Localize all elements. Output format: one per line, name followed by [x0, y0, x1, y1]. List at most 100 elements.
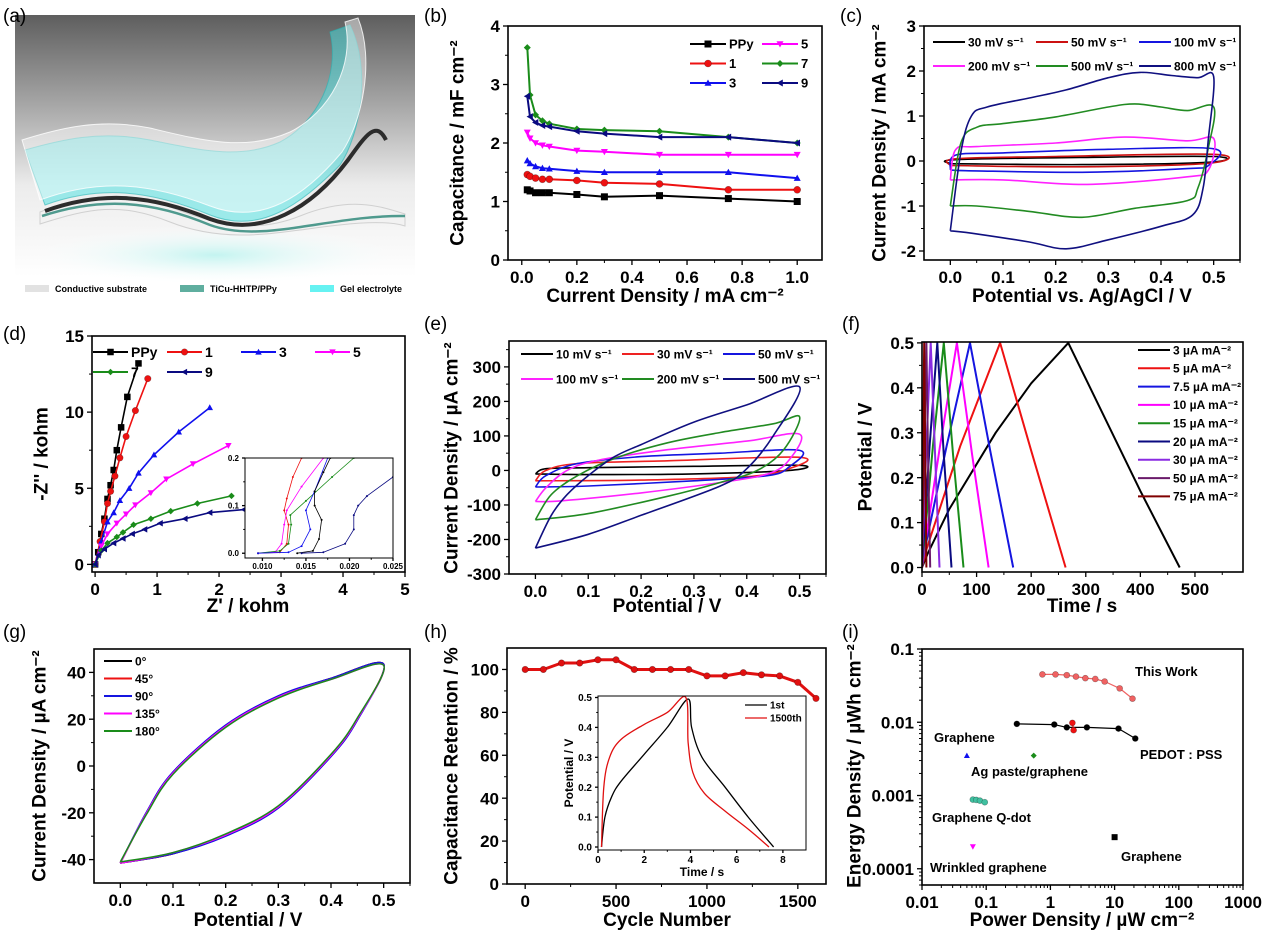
x-axis-label: Time / s [1047, 596, 1117, 617]
y-tick-label: 0.0 [890, 559, 914, 578]
x-tick-label: 2 [214, 580, 223, 599]
x-tick-label: 0.0 [510, 268, 534, 287]
legend-label: 9 [801, 76, 808, 91]
x-tick-label: 0 [595, 855, 601, 866]
series-line [119, 663, 385, 864]
data-point [206, 404, 214, 411]
y-tick-label: 0.3 [578, 753, 592, 764]
data-point [311, 549, 314, 552]
x-tick-label: 1000 [688, 892, 726, 911]
legend-marker [255, 348, 262, 355]
y-tick-label: 0.2 [890, 469, 914, 488]
y-axis-label: Potential / V [856, 402, 877, 511]
data-point [757, 671, 766, 679]
series-line [258, 458, 355, 554]
data-point [104, 495, 111, 503]
data-point [557, 659, 566, 667]
data-point [322, 551, 325, 554]
data-point [304, 509, 307, 512]
x-tick-label: 0.1 [576, 582, 600, 601]
legend-item: 7 [93, 364, 139, 380]
legend-label: 9 [205, 364, 213, 380]
panel-label: (a) [3, 6, 26, 27]
series-line [1016, 723, 1136, 740]
series-line [94, 378, 149, 565]
legend-label: 100 mV s⁻¹ [1174, 35, 1236, 49]
legend-swatch [180, 285, 204, 292]
legend-label: 15 µA mA⁻² [1173, 417, 1238, 431]
data-point [92, 561, 98, 568]
legend-item: 5 [315, 344, 361, 360]
legend-label: 1st [770, 701, 785, 712]
data-point [1050, 721, 1058, 728]
series-line [534, 448, 805, 488]
panel-label: (b) [424, 6, 447, 27]
y-axis-label: Current Density / µA cm⁻² [442, 342, 463, 573]
data-point [296, 552, 299, 555]
y-tick-label: -2 [901, 242, 916, 261]
conductive-substrate-top-layer [21, 17, 367, 213]
legend-label: PPy [729, 37, 754, 52]
data-point [573, 147, 581, 155]
legend-swatch [310, 285, 334, 292]
legend-label: 5 [353, 344, 361, 360]
y-tick-label: 200 [473, 393, 501, 412]
data-point [655, 127, 663, 135]
data-point [724, 195, 732, 203]
legend-item: 3 µA mA⁻² [1138, 343, 1231, 357]
data-point [532, 189, 540, 197]
data-point [794, 678, 802, 686]
series-line [258, 458, 302, 554]
chart-panel-g: (g) 0.0 0.1 0.2 0.3 0.4 0.5 -40 -20 0 20 40 Potentia… [3, 622, 411, 931]
data-point [257, 552, 260, 555]
data-point [110, 539, 117, 547]
legend-marker [181, 368, 188, 376]
data-point [538, 189, 546, 197]
data-point [365, 495, 368, 498]
legend-item: 20 µA mA⁻² [1138, 435, 1238, 449]
legend-item: 100 mV s⁻¹ [521, 372, 618, 386]
legend: PPy 1 3 5 7 9 [93, 344, 361, 380]
legend-label: 1 [729, 56, 736, 71]
legend-item: 7.5 µA mA⁻² [1138, 380, 1241, 394]
data-point [300, 485, 303, 488]
x-tick-label: 1.0 [785, 268, 809, 287]
y-axis-label: Capacitance Retention / % [442, 647, 463, 885]
x-axis-label: Time / s [680, 865, 725, 879]
data-point [150, 451, 158, 458]
data-point [189, 461, 197, 468]
data-point [523, 129, 531, 136]
legend-label: Conductive substrate [55, 284, 147, 294]
legend-label: 1 [205, 344, 213, 360]
y-tick-label: -20 [61, 804, 86, 823]
data-point [1072, 673, 1080, 680]
legend-label: 3 [279, 344, 287, 360]
x-tick-label: 0 [90, 580, 99, 599]
legend-item: 7 [762, 56, 808, 71]
legend-marker [329, 349, 336, 356]
y-axis-label: Capacitance / mF cm⁻² [448, 40, 469, 245]
axes-frame [921, 341, 1244, 573]
x-tick-label: 0.2 [1044, 268, 1068, 287]
y-tick-label: 20 [480, 832, 499, 851]
legend-swatch [25, 285, 49, 292]
legend-label: 500 mV s⁻¹ [758, 372, 820, 386]
x-tick-label: 0.4 [620, 268, 644, 287]
x-tick-label: 0.1 [991, 268, 1015, 287]
legend-item: 15 µA mA⁻² [1138, 417, 1238, 431]
legend-marker [704, 40, 712, 48]
data-point [526, 113, 533, 121]
data-point [283, 523, 286, 526]
series-line [534, 456, 809, 482]
data-point [357, 504, 360, 507]
y-tick-label: 0.1 [578, 813, 592, 824]
legend-label: 200 mV s⁻¹ [657, 372, 719, 386]
x-tick-label: 0.4 [319, 891, 343, 910]
data-point [225, 443, 232, 449]
data-point [167, 507, 174, 515]
data-point [135, 360, 142, 367]
legend-item: 9 [762, 76, 808, 91]
series-line [534, 432, 803, 503]
data-point [119, 529, 127, 536]
legend-item: 10 µA mA⁻² [1138, 398, 1238, 412]
